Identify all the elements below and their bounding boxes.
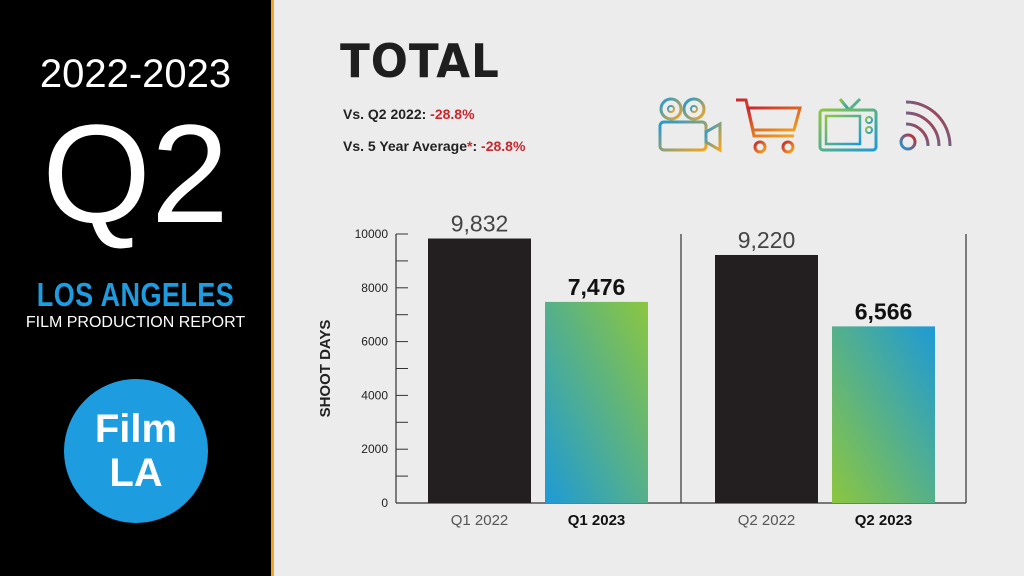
vs-average-label: Vs. 5 Year Average bbox=[343, 138, 468, 154]
bar-data-label: 9,220 bbox=[738, 227, 796, 253]
sidebar: 2022-2023 Q2 LOS ANGELES FILM PRODUCTION… bbox=[0, 0, 271, 576]
vs-average-value: -28.8% bbox=[481, 138, 526, 154]
report-subtitle: FILM PRODUCTION REPORT bbox=[25, 314, 246, 331]
vs-average-colon: : bbox=[472, 138, 482, 154]
shoot-days-bar-chart: 0 2000 4000 6000 8000 10000 SHOOT DAYS 9,832 Q1 … bbox=[317, 211, 967, 529]
y-tick-label: 4000 bbox=[361, 388, 388, 402]
vs-average-comparison: Vs. 5 Year Average*: -28.8% bbox=[343, 138, 525, 154]
y-tick-label: 6000 bbox=[361, 335, 388, 349]
sidebar-divider bbox=[271, 0, 274, 576]
logo-text-la: LA bbox=[109, 451, 163, 495]
y-tick-label: 10000 bbox=[355, 227, 389, 241]
bar-data-label: 7,476 bbox=[568, 274, 626, 300]
x-category-label: Q2 2023 bbox=[855, 512, 913, 529]
vs-q2-label: Vs. Q2 2022: bbox=[343, 106, 431, 122]
quarter-heading: Q2 bbox=[42, 95, 229, 252]
page-title: TOTAL bbox=[340, 34, 500, 88]
shopping-cart-icon bbox=[736, 98, 802, 154]
vs-q2-value: -28.8% bbox=[430, 106, 475, 122]
vs-q2-comparison: Vs. Q2 2022: -28.8% bbox=[343, 106, 475, 122]
bar-data-label: 9,832 bbox=[451, 211, 509, 237]
x-category-label: Q1 2022 bbox=[451, 512, 509, 529]
bar bbox=[715, 254, 818, 503]
y-tick-label: 0 bbox=[381, 496, 388, 510]
bar-data-label: 6,566 bbox=[855, 298, 913, 324]
logo-text-film: Film bbox=[94, 407, 178, 451]
y-axis-title: SHOOT DAYS bbox=[317, 320, 334, 418]
film-camera-icon bbox=[658, 97, 722, 153]
x-category-label: Q1 2023 bbox=[568, 512, 626, 529]
year-range: 2022-2023 bbox=[39, 52, 232, 96]
bar bbox=[545, 301, 648, 503]
x-category-label: Q2 2022 bbox=[738, 512, 796, 529]
television-icon bbox=[818, 97, 878, 152]
wireless-signal-icon bbox=[899, 100, 952, 151]
bar bbox=[832, 326, 935, 503]
y-tick-label: 2000 bbox=[361, 442, 388, 456]
bar bbox=[428, 238, 531, 503]
footnote-asterisk: * bbox=[467, 138, 473, 154]
y-tick-label: 8000 bbox=[361, 281, 388, 295]
city-name: LOS ANGELES bbox=[36, 276, 235, 313]
filmla-logo: Film LA bbox=[64, 379, 208, 523]
